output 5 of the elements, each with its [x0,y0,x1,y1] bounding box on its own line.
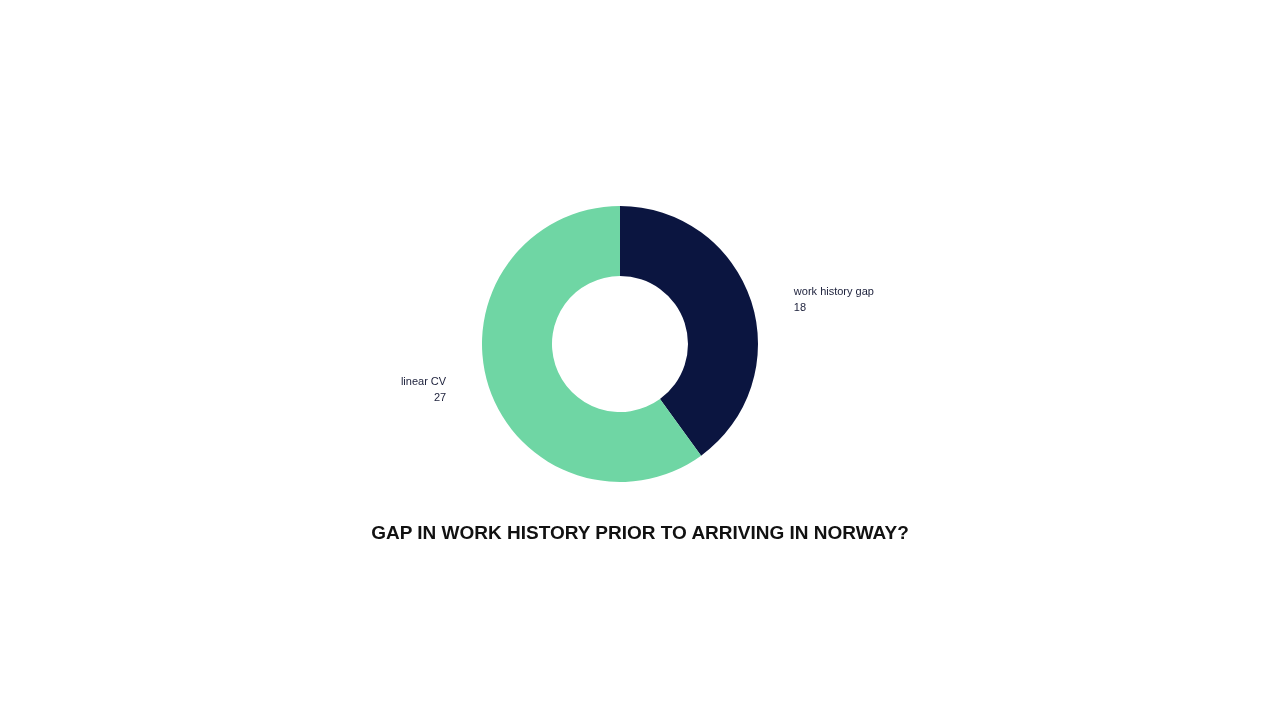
slice-label: work history gap [792,284,874,297]
slice-label: linear CV [400,375,447,388]
data-label: 18 [793,300,807,313]
data-label: 27 [433,391,447,404]
text: GAP IN WORK HISTORY PRIOR TO ARRIVING IN NORWAY? [371,522,909,543]
